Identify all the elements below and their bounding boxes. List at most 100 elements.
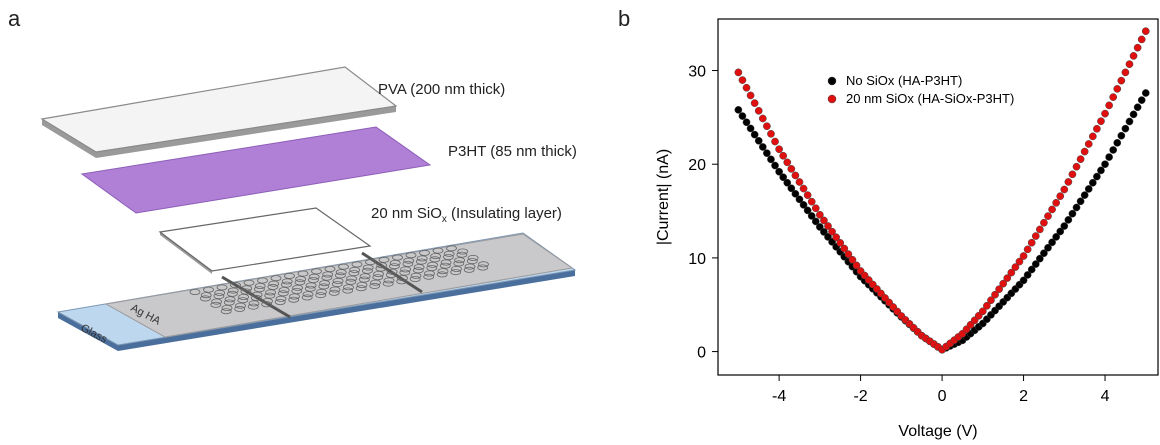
hole (348, 270, 360, 277)
data-point (816, 223, 824, 231)
data-point (1019, 276, 1028, 285)
data-point (750, 130, 759, 139)
hole (392, 254, 403, 261)
hole (220, 308, 232, 315)
hole (370, 279, 381, 286)
data-point (852, 261, 861, 270)
data-point (779, 173, 788, 182)
data-point (803, 191, 812, 199)
data-point (1064, 216, 1073, 224)
pva-layer (40, 66, 398, 153)
hole (213, 293, 225, 300)
data-point (1068, 209, 1077, 218)
data-point (754, 136, 763, 145)
hole (210, 301, 222, 308)
data-point (820, 228, 828, 236)
hole (343, 284, 354, 291)
hole (342, 287, 354, 294)
hole (241, 285, 253, 292)
data-point (1093, 172, 1101, 181)
hole (451, 265, 462, 272)
hole (410, 272, 422, 279)
hole (477, 264, 489, 271)
hole (388, 263, 400, 270)
hole (356, 281, 368, 288)
hole (268, 280, 280, 287)
hole (223, 299, 235, 306)
data-point (824, 222, 832, 230)
data-point (1040, 218, 1048, 227)
plot-frame (717, 18, 1159, 376)
hole (359, 273, 371, 280)
hole (247, 303, 259, 310)
device-layer-diagram: PVA (200 nm thick) P3HT (85 nm thick) 20… (40, 66, 577, 351)
p3ht-label: P3HT (85 nm thick) (448, 143, 577, 160)
data-point (1137, 96, 1146, 104)
data-point (1011, 263, 1020, 271)
hole (253, 286, 265, 293)
hole (450, 269, 462, 276)
hole (275, 295, 287, 302)
hole (289, 293, 300, 300)
data-point (783, 158, 792, 167)
hole (315, 292, 327, 299)
data-point (1052, 198, 1060, 207)
data-point (734, 106, 743, 114)
hole (464, 263, 476, 270)
hole (345, 278, 357, 285)
data-point (995, 285, 1003, 294)
hole (234, 305, 246, 312)
hole (466, 258, 478, 265)
data-point (848, 255, 857, 264)
data-point (1137, 35, 1146, 44)
hole (322, 271, 334, 278)
hole (267, 283, 279, 290)
hole (200, 292, 212, 299)
data-point (775, 145, 783, 154)
y-axis-label: |Current| (nA) (655, 149, 672, 245)
hole (373, 270, 385, 277)
hole (331, 281, 343, 288)
hole (265, 289, 277, 296)
data-point (763, 149, 771, 158)
data-point (803, 206, 812, 215)
data-point (1113, 85, 1122, 93)
data-point (807, 197, 816, 206)
data-point (1072, 162, 1081, 171)
legend-marker (827, 94, 837, 104)
data-point (1060, 222, 1069, 230)
siox-label-subscript: x (442, 214, 447, 225)
data-point (1088, 132, 1097, 141)
data-point (1093, 124, 1101, 133)
hole (250, 294, 262, 301)
hole (294, 279, 306, 286)
hole (257, 277, 268, 284)
x-axis-label: Voltage (V) (898, 423, 977, 440)
data-point (1007, 268, 1016, 277)
hole (288, 296, 300, 303)
data-point (1097, 166, 1105, 175)
data-point (1036, 254, 1044, 263)
hole (349, 266, 361, 273)
data-point (824, 233, 832, 241)
hole (189, 288, 201, 295)
data-point (1141, 89, 1150, 97)
data-point (1027, 265, 1036, 274)
data-point (820, 216, 828, 225)
glass-substrate-side (58, 270, 575, 351)
data-point (978, 307, 987, 316)
data-point (807, 212, 816, 220)
hole (400, 266, 412, 273)
hole (316, 288, 327, 295)
hole (224, 296, 236, 303)
hole (227, 287, 239, 294)
data-point (999, 279, 1008, 288)
siox-label-main: 20 nm SiO (371, 205, 442, 222)
data-point (1027, 238, 1036, 247)
hole (302, 291, 314, 298)
hole (430, 253, 442, 260)
data-series (734, 27, 1150, 354)
data-point (1084, 140, 1093, 148)
hole (456, 251, 468, 258)
hole (280, 281, 292, 288)
